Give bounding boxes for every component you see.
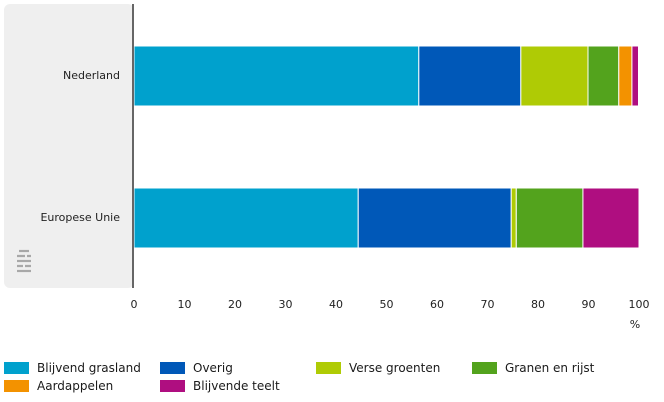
bar-nederland-verse-groenten	[520, 45, 589, 107]
legend-item: Verse groenten	[316, 360, 440, 376]
legend-item: Granen en rijst	[472, 360, 594, 376]
x-tick-label: 80	[531, 298, 545, 311]
legend-item: Blijvende teelt	[160, 378, 280, 394]
legend-swatch	[4, 380, 29, 392]
category-labels: Nederland Europese Unie	[40, 69, 120, 224]
x-tick-label: 100	[629, 298, 650, 311]
legend-label: Granen en rijst	[505, 361, 595, 375]
x-tick-label: 60	[430, 298, 444, 311]
legend-label: Aardappelen	[37, 379, 114, 393]
category-label: Nederland	[63, 69, 120, 82]
logo	[17, 249, 31, 273]
bar-europese-unie-overig	[357, 187, 512, 249]
category-panel	[4, 4, 134, 288]
category-label: Europese Unie	[40, 211, 120, 224]
chart: Nederland Europese Unie 0 10 20 30 40 50 60 70 80…	[4, 4, 650, 331]
legend-item: Blijvend grasland	[4, 360, 141, 376]
x-tick-label: 50	[380, 298, 394, 311]
legend-label: Blijvende teelt	[193, 379, 280, 393]
legend-swatch	[4, 362, 29, 374]
x-axis-unit: %	[630, 318, 640, 331]
legend-swatch	[160, 362, 185, 374]
bars-group	[133, 45, 640, 249]
legend-label: Overig	[193, 361, 233, 375]
bar-europese-unie-blijvend-grasland	[133, 187, 359, 249]
bar-nederland-blijvende-teelt	[631, 45, 639, 107]
x-tick-label: 40	[329, 298, 343, 311]
legend-label: Verse groenten	[349, 361, 441, 375]
bar-nederland-blijvend-grasland	[133, 45, 420, 107]
legend-swatch	[160, 380, 185, 392]
x-tick-label: 30	[279, 298, 293, 311]
legend: Blijvend grasland Overig Verse groenten Gra…	[0, 356, 664, 400]
x-tick-label: 0	[131, 298, 138, 311]
x-axis-ticks: 0 10 20 30 40 50 60 70 80 90 100	[131, 298, 650, 311]
x-tick-label: 70	[481, 298, 495, 311]
legend-swatch	[472, 362, 497, 374]
legend-item: Overig	[160, 360, 233, 376]
legend-label: Blijvend grasland	[37, 361, 141, 375]
x-tick-label: 90	[582, 298, 596, 311]
bar-europese-unie-blijvende-teelt	[582, 187, 640, 249]
bar-nederland-granen-en-rijst	[587, 45, 620, 107]
x-tick-label: 10	[178, 298, 192, 311]
bar-nederland-aardappelen	[618, 45, 633, 107]
legend-item: Aardappelen	[4, 378, 113, 394]
bar-europese-unie-verse-groenten	[510, 187, 517, 249]
bar-europese-unie-granen-en-rijst	[515, 187, 584, 249]
legend-swatch	[316, 362, 341, 374]
x-tick-label: 20	[228, 298, 242, 311]
bar-nederland-overig	[418, 45, 522, 107]
